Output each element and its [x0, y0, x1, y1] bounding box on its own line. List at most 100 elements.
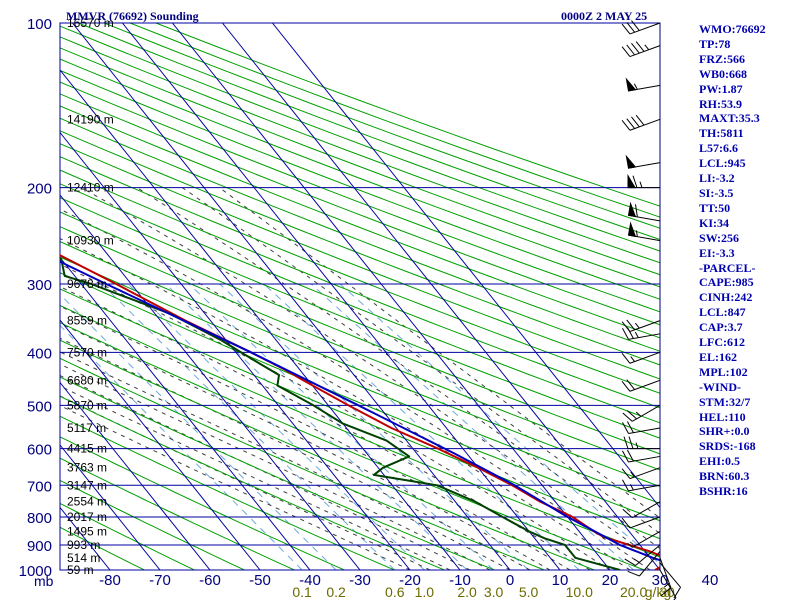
barb-flag — [660, 587, 672, 597]
moist-adiabat — [219, 187, 660, 519]
barb-half-flag — [635, 442, 639, 449]
wind-barb — [621, 516, 661, 529]
height-label: 5870 m — [67, 398, 107, 412]
barb-flag — [622, 422, 629, 434]
isotherm-line — [60, 194, 361, 570]
wind-barb — [622, 421, 661, 435]
mixing-ratio-labels: 0.1 0.2 0.6 1.0 2.0 3.0 5.0 10.0 20.0 30g/kg — [292, 584, 675, 600]
mixing-ratio-line — [219, 283, 529, 570]
index-item: TH:5811 — [699, 126, 744, 141]
isobar-grid — [60, 22, 660, 571]
wind-barb — [623, 436, 660, 450]
isotherm-line — [172, 23, 611, 570]
height-label: 59 m — [67, 563, 94, 577]
temperature-tick-label: 0 — [506, 572, 514, 589]
mixing-ratio-label: 5.0 — [519, 584, 539, 600]
barb-staff — [632, 530, 661, 548]
wind-barb — [625, 154, 661, 169]
barb-flag — [626, 118, 636, 129]
mixing-ratio-label: 0.2 — [326, 584, 346, 600]
dry-adiabat — [60, 143, 660, 380]
wind-barb — [625, 77, 661, 92]
barb-flag — [626, 449, 634, 462]
height-label: 10930 m — [67, 234, 114, 248]
index-item: EI:-3.3 — [699, 245, 735, 260]
height-label: 3147 m — [67, 478, 107, 492]
wind-barb — [621, 319, 661, 333]
dry-adiabat — [60, 81, 660, 313]
wind-barb — [624, 544, 661, 566]
barb-half-flag — [635, 411, 642, 417]
temperature-tick-label: -10 — [449, 572, 471, 589]
isotherm-line — [60, 69, 461, 570]
isotherm-line — [60, 381, 211, 570]
index-item: EHI:0.5 — [699, 454, 741, 469]
barb-flag — [632, 175, 638, 188]
index-item: SW:256 — [699, 230, 740, 245]
temperature-tick-label: -50 — [249, 572, 271, 589]
temperature-tick-label: -20 — [399, 572, 421, 589]
dry-adiabat — [60, 226, 660, 471]
barb-staff — [628, 333, 661, 340]
wind-barb — [622, 404, 661, 422]
dry-adiabat — [60, 457, 295, 570]
pressure-tick-label: 900 — [27, 538, 52, 555]
wind-barb — [622, 479, 661, 492]
temperature-tick-label: -30 — [349, 572, 371, 589]
index-item: PW:1.87 — [699, 81, 743, 96]
dry-adiabat — [60, 25, 660, 252]
height-label: 2017 m — [67, 510, 107, 524]
barb-flag — [626, 410, 637, 420]
isotherm-line — [222, 23, 660, 570]
station-title: MMVR (76692) Sounding — [66, 9, 199, 23]
index-item: L57:6.6 — [699, 141, 738, 156]
stability-indices-panel: WMO:76692 TP:78 FRZ:566 WB0:668 PW:1.87 RH:53… — [699, 22, 799, 499]
height-label: 7570 m — [67, 345, 107, 359]
height-label: 993 m — [67, 538, 100, 552]
height-labels: 16570 m 14190 m 12410 m 10930 m 9678 m 8559 m… — [67, 16, 114, 577]
moist-adiabat — [182, 187, 660, 535]
moist-adiabat — [60, 305, 571, 570]
barb-half-flag — [630, 471, 636, 478]
pressure-tick-label: 200 — [27, 181, 52, 198]
dry-adiabat — [60, 36, 660, 264]
dry-adiabat — [60, 322, 645, 570]
temperature-tick-label: 40 — [702, 572, 719, 589]
isotherm-line — [122, 23, 561, 570]
temperature-tick-label: 20 — [602, 572, 619, 589]
index-item: SI:-3.5 — [699, 185, 734, 200]
height-label: 3763 m — [67, 461, 107, 475]
mixing-ratio-line — [263, 283, 580, 570]
index-item: RH:53.9 — [699, 96, 742, 111]
index-item: CAPE:985 — [699, 275, 754, 290]
wind-barb — [621, 467, 661, 480]
barb-flag — [635, 41, 645, 52]
barb-half-flag — [639, 181, 643, 188]
barb-half-flag — [634, 331, 639, 338]
index-item: WB0:668 — [699, 66, 747, 81]
barb-flag — [673, 597, 677, 600]
mixing-ratio-line — [310, 283, 634, 570]
temperature-tick-label: -80 — [99, 572, 121, 589]
mixing-ratio-label: 10.0 — [566, 584, 593, 600]
dry-adiabat — [60, 211, 660, 455]
height-label: 5117 m — [67, 421, 106, 435]
dry-adiabat — [60, 69, 660, 300]
barb-staff — [629, 467, 661, 480]
dry-adiabat — [60, 436, 345, 570]
barb-staff — [629, 516, 661, 529]
barb-half-flag — [663, 582, 670, 588]
height-label: 16570 m — [67, 16, 114, 30]
barb-half-flag — [629, 484, 634, 491]
isotherm-grid — [60, 23, 660, 570]
parcel-line — [60, 260, 660, 562]
temperature-tick-label: -70 — [149, 572, 171, 589]
barb-staff — [639, 551, 661, 577]
isotherm-line — [60, 319, 261, 570]
dry-adiabat — [60, 197, 660, 439]
height-label: 514 m — [67, 551, 100, 565]
barb-flag — [626, 379, 636, 390]
dry-adiabats — [60, 23, 660, 570]
